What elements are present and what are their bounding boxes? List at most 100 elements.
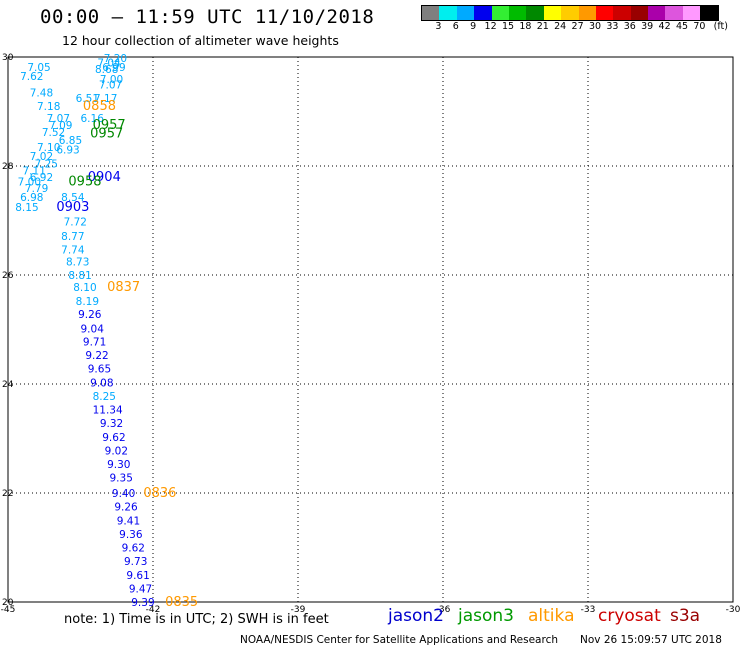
- legend-unit: (ft): [713, 21, 728, 32]
- lat-tick-label: 24: [2, 380, 14, 390]
- lon-tick-label: -36: [436, 605, 451, 615]
- satellite-legend-item: cryosat: [598, 606, 661, 626]
- wave-height-label: 6.93: [56, 145, 79, 157]
- lat-tick-label: 22: [2, 489, 13, 499]
- satellite-legend-item: jason2: [388, 606, 444, 626]
- wave-height-label: 7.62: [20, 71, 43, 83]
- wave-height-label: 7.17: [94, 93, 117, 105]
- legend-label: 33: [606, 21, 619, 32]
- legend-swatch: [456, 6, 475, 20]
- satellite-legend-item: s3a: [670, 606, 701, 626]
- wave-height-label: 9.32: [100, 418, 123, 430]
- legend-swatch: [613, 6, 631, 20]
- wave-height-label: 8.54: [61, 192, 85, 204]
- lat-tick-label: 28: [2, 162, 14, 172]
- lat-tick-label: 26: [2, 271, 14, 281]
- legend-label: 15: [501, 21, 515, 32]
- wave-height-label: 11.34: [93, 405, 123, 417]
- legend-label: 6: [452, 21, 459, 32]
- wave-height-label: 7.10: [37, 142, 60, 154]
- wave-height-label: 9.08: [90, 377, 113, 389]
- lat-tick-label: 30: [2, 53, 14, 63]
- wave-height-label: 9.41: [117, 515, 140, 527]
- lon-tick-label: -45: [1, 605, 16, 615]
- lon-tick-label: -30: [726, 605, 740, 615]
- wave-height-label: 9.26: [78, 309, 102, 321]
- wave-height-label: 9.22: [85, 350, 108, 362]
- pass-time-label: 0903: [56, 200, 89, 215]
- wave-height-label: 6.99: [102, 62, 125, 74]
- wave-height-label: 6.85: [59, 135, 82, 147]
- wave-height-label: 8.73: [66, 256, 89, 268]
- lat-tick-label: 20: [2, 598, 14, 608]
- wave-height-label: 9.65: [88, 364, 111, 376]
- wave-height-label: 7.09: [49, 120, 72, 132]
- wave-height-label: 6.98: [20, 192, 43, 204]
- wave-height-label: 9.35: [110, 473, 133, 485]
- wave-height-label: 8.25: [93, 391, 116, 403]
- legend-swatch: [578, 6, 596, 20]
- wave-height-label: 9.47: [129, 583, 152, 595]
- wave-height-label: 9.36: [119, 529, 143, 541]
- wave-height-label: 8.81: [68, 270, 91, 282]
- legend-label: 36: [623, 21, 636, 32]
- wave-height-label: 8.68: [95, 64, 118, 76]
- legend-swatch: [526, 6, 544, 20]
- color-legend-bar: [421, 5, 719, 21]
- wave-height-label: 7.07: [99, 79, 122, 91]
- lon-tick-label: -33: [581, 605, 596, 615]
- legend-swatch: [630, 6, 649, 20]
- wave-height-label: 7.79: [25, 183, 48, 195]
- footer-date: Nov 26 15:09:57 UTC 2018: [580, 634, 722, 646]
- wave-height-label: 6.51: [76, 93, 99, 105]
- map-frame: [7, 56, 734, 603]
- wave-height-label: 9.30: [107, 459, 130, 471]
- legend-label: 45: [675, 21, 689, 32]
- wave-height-label: 8.77: [61, 231, 84, 243]
- wave-height-label: 7.25: [35, 158, 58, 170]
- wave-height-label: 7.07: [47, 113, 70, 125]
- legend-label: 70: [693, 21, 706, 32]
- pass-time-label: 0835: [165, 595, 198, 610]
- legend-label: 18: [519, 21, 532, 32]
- legend-swatch: [439, 6, 457, 20]
- legend-swatch: [648, 6, 666, 20]
- wave-height-label: 7.04: [97, 57, 121, 69]
- legend-label: 27: [571, 21, 584, 32]
- pass-time-label: 0957: [90, 126, 123, 141]
- wave-height-label: 8.19: [76, 296, 99, 308]
- wave-height-label: 7.20: [104, 53, 127, 65]
- wave-height-label: 9.40: [112, 488, 135, 500]
- legend-label: 3: [435, 21, 442, 32]
- wave-height-label: 6.92: [30, 172, 53, 184]
- wave-height-label: 9.39: [131, 597, 154, 609]
- legend-label: 39: [641, 21, 654, 32]
- legend-swatch: [491, 6, 509, 20]
- wave-height-label: 7.05: [27, 62, 50, 74]
- legend-swatch: [474, 6, 492, 20]
- wave-height-label: 7.72: [64, 217, 87, 229]
- legend-swatch: [561, 6, 579, 20]
- wave-height-label: 9.71: [83, 336, 106, 348]
- wave-height-label: 8.10: [73, 282, 96, 294]
- pass-time-label: 0858: [83, 99, 116, 114]
- wave-height-label: 9.73: [124, 556, 147, 568]
- pass-time-label: 0837: [107, 280, 140, 295]
- legend-swatch: [665, 6, 683, 20]
- wave-height-label: 9.62: [102, 432, 125, 444]
- pass-time-label: 0904: [88, 170, 121, 185]
- units-note: note: 1) Time is in UTC; 2) SWH is in fe…: [64, 612, 329, 627]
- wave-height-label: 7.74: [61, 244, 85, 256]
- lon-tick-label: -39: [291, 605, 306, 615]
- map-subtitle: 12 hour collection of altimeter wave hei…: [62, 33, 339, 48]
- wave-height-label: 9.04: [81, 323, 105, 335]
- satellite-legend-item: altika: [528, 606, 575, 626]
- legend-label: 24: [554, 21, 567, 32]
- legend-label: 30: [588, 21, 602, 32]
- wave-height-label: 7.00: [18, 176, 41, 188]
- legend-swatch: [700, 6, 718, 20]
- wave-height-label: 7.18: [37, 101, 60, 113]
- wave-height-label: 9.61: [126, 570, 149, 582]
- legend-swatch: [682, 6, 701, 20]
